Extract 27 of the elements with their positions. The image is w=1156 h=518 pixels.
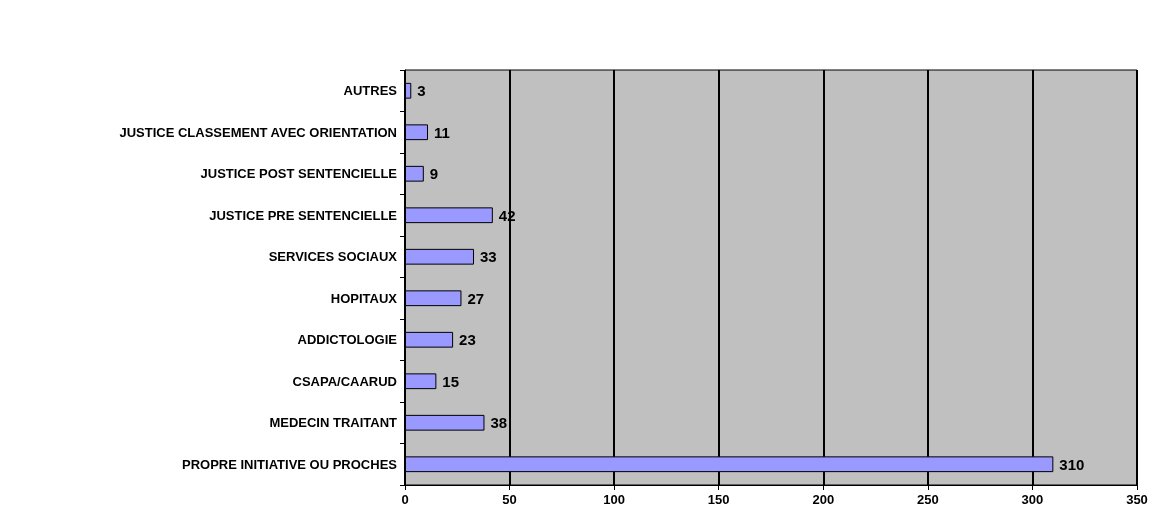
data-label: 9 xyxy=(429,165,439,183)
x-tick-label: 0 xyxy=(401,492,409,507)
x-tick-label: 350 xyxy=(1126,492,1148,507)
y-tick-label: JUSTICE CLASSEMENT AVEC ORIENTATION xyxy=(119,124,397,140)
y-tick-label: ADDICTOLOGIE xyxy=(297,332,398,348)
x-tick-label: 150 xyxy=(707,492,730,507)
data-label: 38 xyxy=(490,414,508,432)
y-tick-label: JUSTICE POST SENTENCIELLE xyxy=(200,166,398,182)
y-tick-label: JUSTICE PRE SENTENCIELLE xyxy=(209,207,398,223)
data-label: 3 xyxy=(417,82,426,100)
x-tick-label: 50 xyxy=(502,492,517,507)
data-label: 11 xyxy=(434,123,450,141)
data-label: 33 xyxy=(480,248,497,266)
data-label: 310 xyxy=(1059,455,1085,473)
x-tick-label: 300 xyxy=(1021,492,1044,507)
data-label: 23 xyxy=(459,331,476,349)
data-label: 15 xyxy=(442,372,460,390)
x-tick-label: 250 xyxy=(917,492,939,507)
data-label: 27 xyxy=(467,289,485,307)
x-tick-label: 100 xyxy=(603,492,625,507)
y-tick-label: MEDECIN TRAITANT xyxy=(269,415,398,431)
y-tick-label: AUTRES xyxy=(343,83,398,99)
y-tick-label: CSAPA/CAARUD xyxy=(292,373,397,389)
y-tick-label: PROPRE INITIATIVE OU PROCHES xyxy=(181,456,398,472)
x-tick-label: 200 xyxy=(812,492,835,507)
y-tick-label: SERVICES SOCIAUX xyxy=(268,249,398,265)
y-tick-label: HOPITAUX xyxy=(330,290,398,306)
